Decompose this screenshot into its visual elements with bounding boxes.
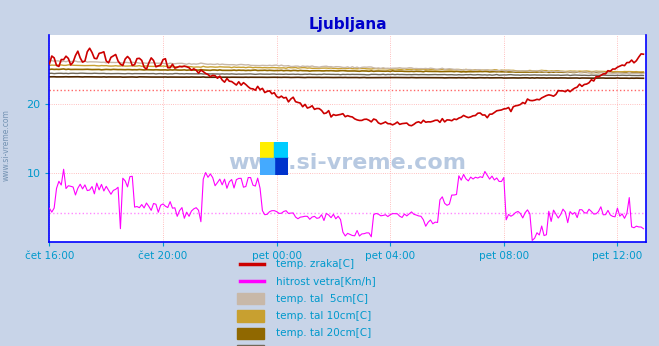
Polygon shape <box>274 158 288 175</box>
Polygon shape <box>260 142 274 158</box>
Polygon shape <box>260 158 274 175</box>
Text: temp. tal  5cm[C]: temp. tal 5cm[C] <box>276 293 368 303</box>
FancyBboxPatch shape <box>237 310 264 322</box>
Text: temp. tal 10cm[C]: temp. tal 10cm[C] <box>276 311 371 321</box>
Text: temp. zraka[C]: temp. zraka[C] <box>276 259 354 268</box>
Polygon shape <box>274 142 288 158</box>
Text: hitrost vetra[Km/h]: hitrost vetra[Km/h] <box>276 276 376 286</box>
Title: Ljubljana: Ljubljana <box>308 17 387 32</box>
Text: www.si-vreme.com: www.si-vreme.com <box>229 153 467 173</box>
FancyBboxPatch shape <box>237 345 264 346</box>
Text: www.si-vreme.com: www.si-vreme.com <box>2 109 11 181</box>
FancyBboxPatch shape <box>237 293 264 304</box>
Text: temp. tal 20cm[C]: temp. tal 20cm[C] <box>276 328 371 338</box>
FancyBboxPatch shape <box>237 328 264 339</box>
